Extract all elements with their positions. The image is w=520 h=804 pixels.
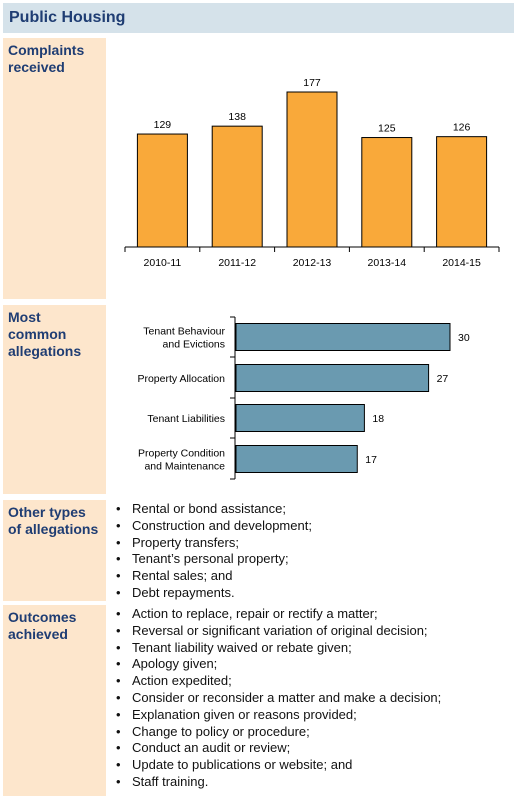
other-allegations-label-cell: Other types of allegations <box>3 500 106 601</box>
data-label: 18 <box>372 413 384 425</box>
bar <box>235 404 365 432</box>
title-bar: Public Housing <box>3 3 514 33</box>
complaints-bar-chart: 129 2010-11 138 2011-12 177 2012-13 125 2013-14… <box>124 77 500 269</box>
allegations-label: Most common allegations <box>8 309 82 359</box>
bar <box>211 125 263 248</box>
y-tick-label: Property Condition <box>138 448 225 460</box>
bar <box>136 133 188 248</box>
data-label: 125 <box>378 123 396 135</box>
x-tick-label: 2013-14 <box>368 257 407 269</box>
bar <box>235 364 430 392</box>
list-item: Conduct an audit or review; <box>111 740 514 757</box>
other-allegations-list: Rental or bond assistance; Construction … <box>111 501 514 602</box>
bar <box>235 323 451 351</box>
other-allegations-label: Other types of allegations <box>8 504 99 537</box>
list-item: Consider or reconsider a matter and make… <box>111 690 514 707</box>
bar <box>286 91 338 248</box>
data-label: 30 <box>458 332 470 344</box>
list-item: Tenant liability waived or rebate given; <box>111 640 514 657</box>
x-tick-label: 2011-12 <box>218 257 256 269</box>
outcomes-cell: Action to replace, repair or rectify a m… <box>111 605 514 796</box>
allegations-chart-cell: 30 Tenant Behaviour and Evictions 27 Propert… <box>111 305 514 494</box>
complaints-chart-cell: 129 2010-11 138 2011-12 177 2012-13 125 2013-14… <box>111 38 514 299</box>
list-item: Change to policy or procedure; <box>111 724 514 741</box>
page-title: Public Housing <box>9 9 126 26</box>
list-item: Apology given; <box>111 656 514 673</box>
y-tick-label: Tenant Behaviour <box>143 326 225 338</box>
list-item: Rental or bond assistance; <box>111 501 514 518</box>
y-tick-label: and Maintenance <box>144 461 225 473</box>
bar <box>361 137 413 248</box>
outcomes-label: Outcomes achieved <box>8 609 77 642</box>
list-item: Action expedited; <box>111 673 514 690</box>
list-item: Property transfers; <box>111 535 514 552</box>
data-label: 138 <box>228 111 246 123</box>
complaints-label: Complaints received <box>8 42 85 75</box>
allegations-label-cell: Most common allegations <box>3 305 106 494</box>
list-item: Debt repayments. <box>111 585 514 602</box>
outcomes-label-cell: Outcomes achieved <box>3 605 106 796</box>
list-item: Explanation given or reasons provided; <box>111 707 514 724</box>
bar <box>436 136 488 248</box>
data-label: 27 <box>437 373 449 385</box>
list-item: Tenant’s personal property; <box>111 551 514 568</box>
data-label: 17 <box>365 454 377 466</box>
list-item: Reversal or significant variation of ori… <box>111 623 514 640</box>
x-tick-label: 2012-13 <box>293 257 332 269</box>
complaints-label-cell: Complaints received <box>3 38 106 299</box>
y-tick-label: Tenant Liabilities <box>147 413 225 425</box>
list-item: Construction and development; <box>111 518 514 535</box>
data-label: 129 <box>154 119 172 131</box>
list-item: Update to publications or website; and <box>111 757 514 774</box>
list-item: Rental sales; and <box>111 568 514 585</box>
list-item: Staff training. <box>111 774 514 791</box>
outcomes-list: Action to replace, repair or rectify a m… <box>111 606 514 791</box>
other-allegations-cell: Rental or bond assistance; Construction … <box>111 500 514 602</box>
list-item: Action to replace, repair or rectify a m… <box>111 606 514 623</box>
data-label: 177 <box>303 77 321 89</box>
y-tick-label: and Evictions <box>163 339 225 351</box>
x-tick-label: 2010-11 <box>144 257 182 269</box>
data-label: 126 <box>453 122 471 134</box>
bar <box>235 445 358 473</box>
y-tick-label: Property Allocation <box>137 373 225 385</box>
x-tick-label: 2014-15 <box>442 257 481 269</box>
